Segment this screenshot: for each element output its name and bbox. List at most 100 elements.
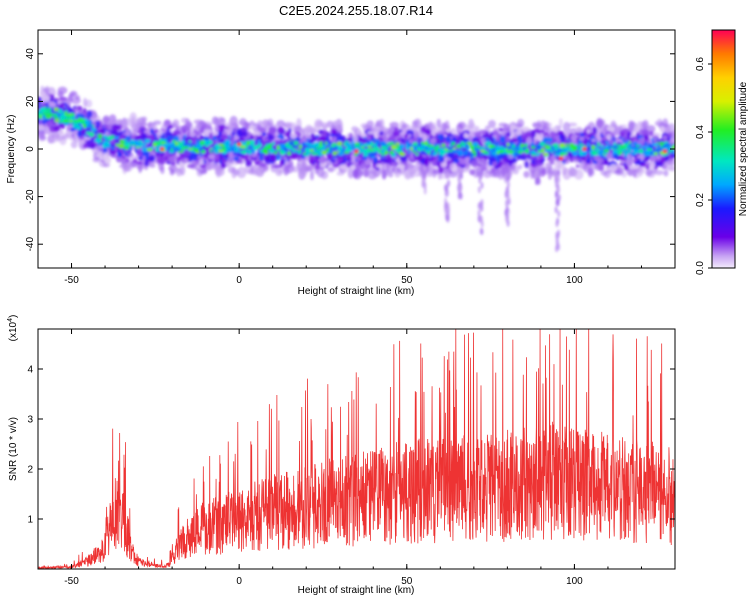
spectrogram-cell	[275, 140, 280, 146]
spectrogram-cell	[395, 171, 401, 178]
spectrogram-cell	[408, 134, 412, 137]
spectrogram-cell	[76, 121, 80, 123]
spectrogram-cell	[596, 118, 603, 129]
spectrogram-cell	[400, 144, 405, 148]
spectrogram-cell	[54, 108, 59, 112]
spectrogram-cell	[414, 147, 417, 151]
spectrogram-cell	[72, 113, 75, 117]
spectrogram-cell	[511, 138, 518, 142]
spectrogram-cell	[453, 158, 460, 163]
spectrogram-cell	[406, 144, 409, 148]
spectrogram-cell	[338, 152, 344, 156]
spectrogram-cell	[210, 163, 218, 170]
spectrogram-cell	[351, 155, 355, 163]
spectrogram-cell	[270, 154, 276, 162]
spectrogram-cell	[184, 158, 189, 162]
spectrogram-cell	[557, 229, 560, 236]
spectrogram-cell	[591, 145, 595, 150]
spectrogram-cell	[441, 162, 447, 168]
spectrogram-peak	[559, 157, 563, 161]
spectrogram-cell	[153, 120, 162, 125]
spectrogram-cell	[534, 159, 539, 163]
spectrogram-cell	[496, 146, 500, 148]
spectrogram-cell	[456, 144, 461, 148]
spectrogram-cell	[228, 125, 234, 133]
spectrogram-cell	[218, 150, 223, 153]
spectrogram-cell	[323, 130, 327, 135]
spectrogram-cell	[550, 131, 556, 137]
spectrogram-cell	[103, 135, 108, 138]
spectrogram-cell	[329, 149, 333, 153]
spectrogram-cell	[412, 120, 419, 126]
spectrogram-cell	[128, 153, 131, 156]
spectrogram-cell	[318, 130, 324, 135]
spectrogram-cell	[155, 141, 161, 145]
spectrogram-cell	[522, 126, 530, 131]
spectrogram-cell	[147, 148, 153, 151]
spectrogram-cell	[395, 142, 399, 145]
spectrogram-cell	[624, 165, 629, 170]
spectrogram-cell	[301, 149, 304, 152]
spectrogram-cell	[208, 141, 213, 144]
spectrogram-cell	[234, 142, 237, 144]
spectrogram-cell	[179, 152, 186, 159]
spectrogram-cell	[83, 124, 87, 128]
spectrogram-cell	[562, 146, 566, 149]
spectrogram-cell	[538, 155, 543, 160]
spectrogram-cell	[587, 129, 590, 134]
spectrogram-cell	[620, 145, 625, 148]
spectrogram-cell	[275, 170, 282, 176]
spectrogram-cell	[280, 144, 286, 149]
spectrogram-peak	[237, 142, 241, 146]
spectrogram-cell	[360, 162, 365, 170]
spectrogram-cell	[621, 149, 627, 151]
spectrogram-cell	[506, 191, 509, 198]
spectrogram-cell	[218, 143, 223, 145]
spectrogram-cell	[199, 141, 205, 144]
spectrogram-cell	[378, 150, 382, 153]
spectrogram-cell	[643, 146, 649, 149]
spectrogram-cell	[506, 152, 512, 154]
spectrogram-cell	[220, 134, 228, 139]
spectrogram-cell	[290, 161, 293, 167]
spectrogram-cell	[261, 149, 267, 152]
spectrogram-cell	[97, 152, 102, 158]
spectrogram-cell	[596, 135, 601, 139]
spectrogram-cell	[393, 130, 401, 136]
spectrogram-cell	[125, 149, 130, 152]
spectrogram-cell	[463, 150, 468, 155]
spectrogram-cell	[83, 108, 87, 113]
spectrogram-cell	[48, 102, 56, 108]
spectrogram-cell	[449, 145, 451, 147]
spectrogram-cell	[595, 146, 597, 148]
spectrogram-cell	[482, 147, 485, 149]
spectrogram-cell	[89, 132, 94, 136]
spectrogram-cell	[575, 158, 583, 161]
spectrogram-cell	[237, 154, 243, 157]
spectrogram-cell	[141, 143, 147, 146]
spectrogram-cell	[251, 142, 255, 147]
spectrogram-cell	[309, 139, 314, 143]
spectrogram-cell	[241, 150, 247, 154]
spectrogram-cell	[253, 145, 258, 150]
spectrogram-cell	[445, 136, 451, 142]
spectrogram-cell	[70, 128, 74, 132]
spectrogram-cell	[451, 142, 455, 146]
spectrogram-cell	[327, 143, 330, 146]
spectrogram-cell	[389, 142, 395, 145]
spectrogram-cell	[52, 114, 57, 117]
spectrogram-cell	[321, 150, 327, 154]
spectrogram-cell	[639, 149, 644, 154]
spectrogram-cell	[259, 128, 266, 133]
spectrogram-cell	[446, 181, 449, 188]
spectrogram-cell	[544, 121, 549, 130]
spectrogram-cell	[507, 220, 510, 227]
spectrogram-cell	[436, 138, 440, 144]
spectrogram-cell	[483, 151, 489, 154]
spectrogram-cell	[269, 149, 274, 154]
spectrogram-cell	[531, 146, 536, 149]
spectrogram-peak	[663, 149, 667, 153]
spectrogram-cell	[603, 149, 609, 152]
spectrogram-cell	[595, 149, 600, 153]
